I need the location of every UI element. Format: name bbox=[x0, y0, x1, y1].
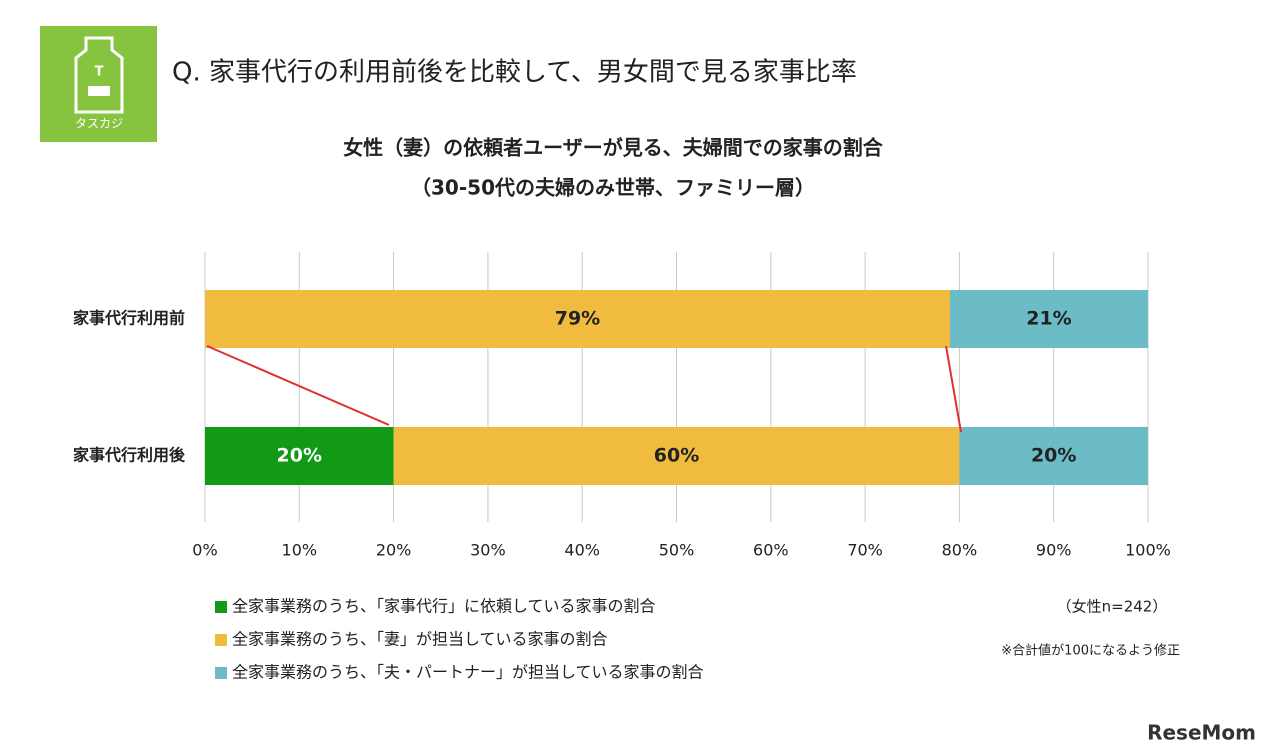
data-label: 60% bbox=[654, 445, 699, 467]
connector bbox=[206, 345, 390, 426]
bar-segment bbox=[959, 427, 1148, 485]
bar-segment bbox=[949, 290, 1148, 348]
chart-title: 女性（妻）の依頼者ユーザーが見る、夫婦間での家事の割合 bbox=[343, 136, 884, 160]
logo-text: タスカジ bbox=[75, 117, 123, 131]
logo-pocket bbox=[88, 86, 110, 96]
category-label: 家事代行利用前 bbox=[73, 309, 185, 328]
category-label: 家事代行利用後 bbox=[73, 446, 186, 465]
footnote: ※合計値が100になるよう修正 bbox=[1001, 643, 1180, 659]
bar-segment bbox=[205, 427, 394, 485]
legend-swatch bbox=[215, 601, 227, 613]
legend-label: 全家事業務のうち、「妻」が担当している家事の割合 bbox=[232, 630, 608, 649]
logo-apron bbox=[74, 36, 124, 114]
x-tick-label: 90% bbox=[1036, 541, 1072, 560]
data-label: 79% bbox=[555, 308, 600, 330]
x-tick-label: 60% bbox=[753, 541, 789, 560]
connector bbox=[945, 345, 962, 433]
x-tick-label: 100% bbox=[1125, 541, 1171, 560]
logo bbox=[40, 26, 157, 142]
bar-segment bbox=[393, 427, 960, 485]
bar-segment bbox=[205, 290, 950, 348]
x-tick-label: 40% bbox=[564, 541, 600, 560]
sample-note: （女性n=242） bbox=[1057, 598, 1168, 616]
question: Q. 家事代行の利用前後を比較して、男女間で見る家事比率 bbox=[172, 58, 857, 88]
chart-subtitle: （30-50代の夫婦のみ世帯、ファミリー層） bbox=[411, 176, 815, 200]
x-tick-label: 0% bbox=[192, 541, 217, 560]
watermark: ReseMom bbox=[1147, 721, 1256, 745]
legend-label: 全家事業務のうち、「家事代行」に依頼している家事の割合 bbox=[232, 597, 656, 616]
data-label: 21% bbox=[1026, 308, 1071, 330]
x-tick-label: 30% bbox=[470, 541, 506, 560]
legend-label: 全家事業務のうち、「夫・パートナー」が担当している家事の割合 bbox=[232, 663, 704, 682]
x-tick-label: 10% bbox=[282, 541, 318, 560]
legend-swatch bbox=[215, 634, 227, 646]
data-label: 20% bbox=[1031, 445, 1076, 467]
x-tick-label: 70% bbox=[847, 541, 883, 560]
x-tick-label: 50% bbox=[659, 541, 695, 560]
data-label: 20% bbox=[277, 445, 322, 467]
x-tick-label: 80% bbox=[942, 541, 978, 560]
legend-swatch bbox=[215, 667, 227, 679]
logo-letter: T bbox=[95, 65, 104, 80]
x-tick-label: 20% bbox=[376, 541, 412, 560]
